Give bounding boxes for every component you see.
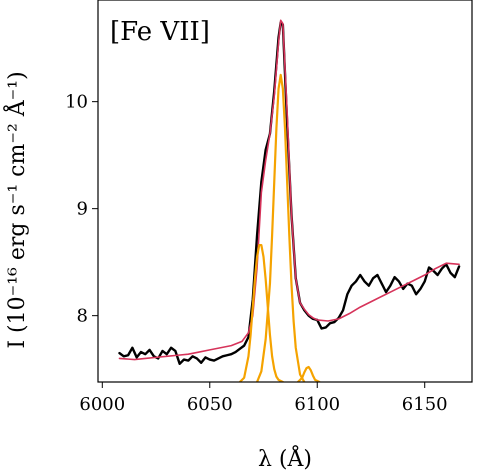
series-line-component-3: [296, 365, 321, 382]
series-line-component-1: [238, 243, 284, 382]
x-axis-title: λ (Å): [258, 444, 312, 472]
plot-frame: [97, 0, 473, 383]
x-tick-label: 6050: [187, 394, 233, 415]
x-tick-label: 6000: [79, 394, 125, 415]
y-tick-label: 9: [77, 199, 88, 220]
series-line-component-2: [255, 73, 306, 382]
y-tick-label: 8: [77, 306, 88, 327]
panel-label: [Fe VII]: [110, 17, 210, 47]
y-axis: 8 9 10: [65, 92, 98, 327]
series-line-total-fit: [118, 19, 460, 361]
series-layer: [118, 19, 461, 382]
y-axis-title: I (10⁻¹⁶ erg s⁻¹ cm⁻² Å⁻¹): [2, 71, 30, 348]
x-axis: 6000 6050 6100 6150: [79, 382, 448, 415]
series-line-observed: [118, 21, 461, 366]
x-tick-label: 6150: [402, 394, 448, 415]
y-tick-label: 10: [65, 92, 88, 113]
x-tick-label: 6100: [294, 394, 340, 415]
